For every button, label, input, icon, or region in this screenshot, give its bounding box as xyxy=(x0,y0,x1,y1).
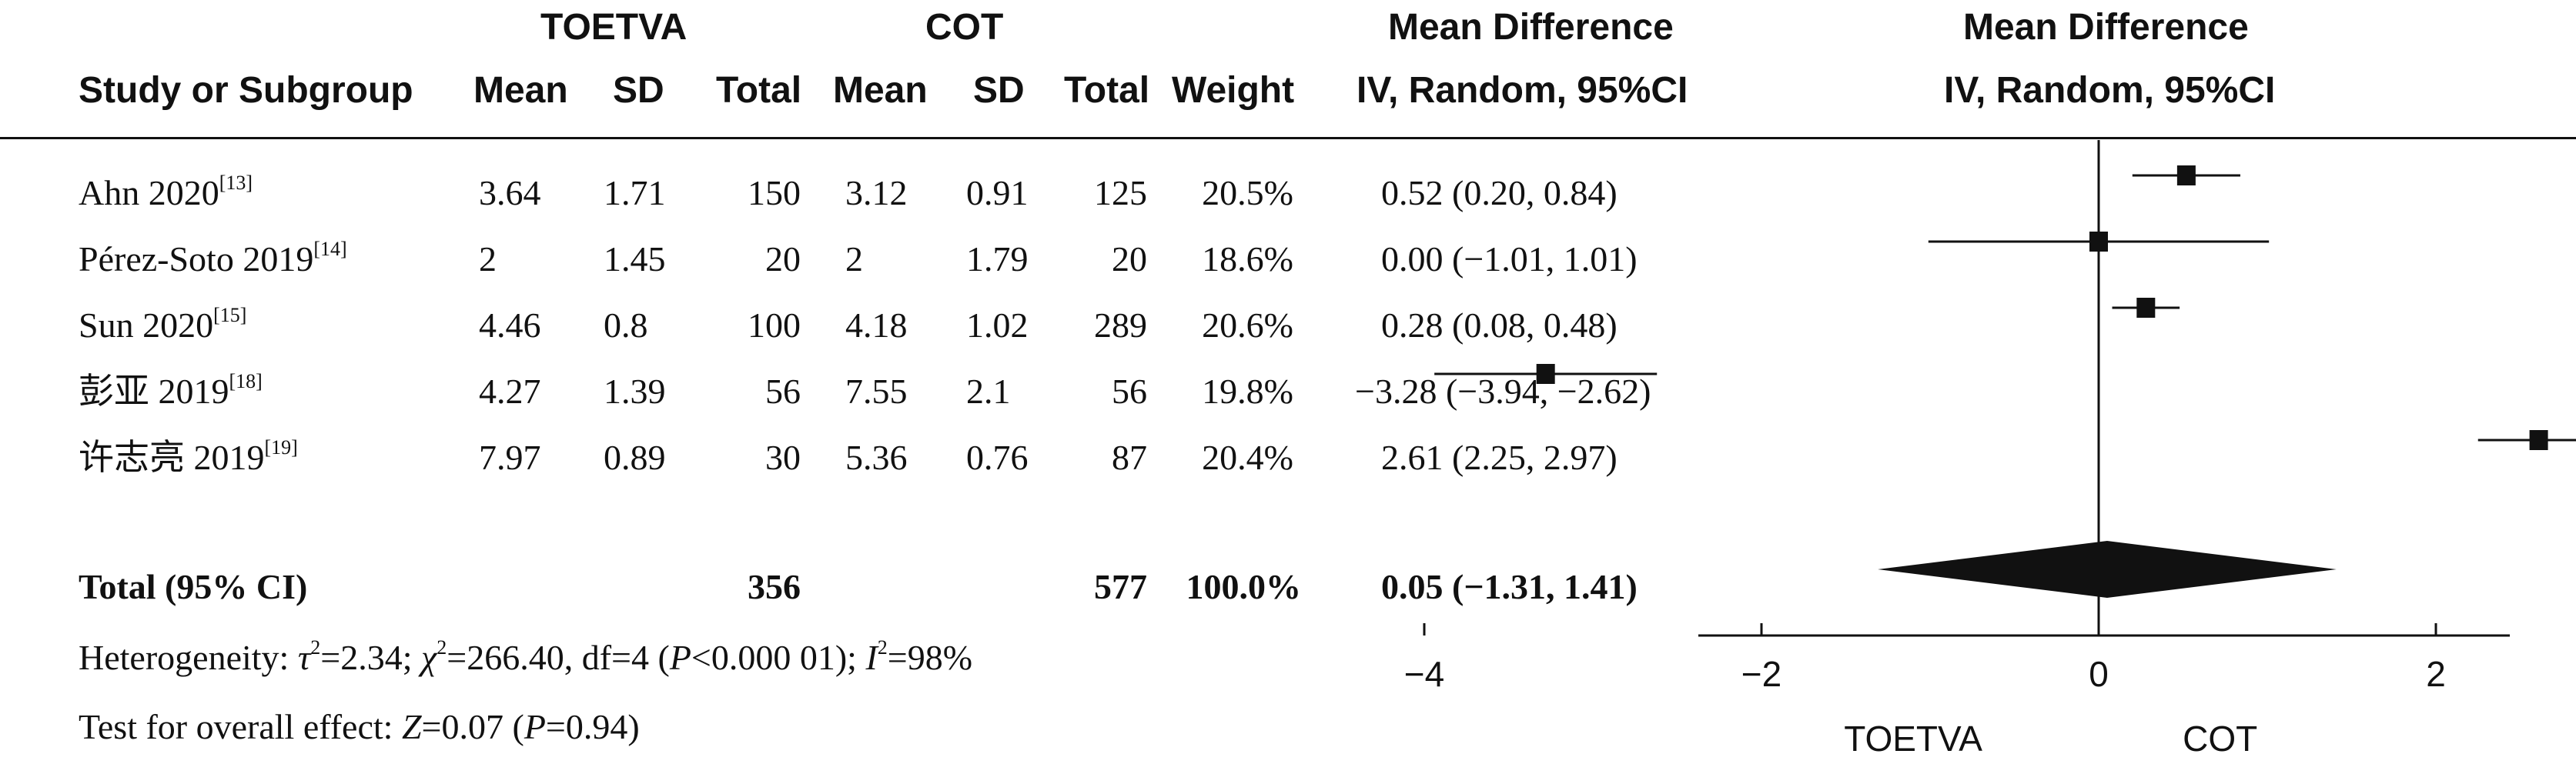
cot-mean: 5.36 xyxy=(845,438,908,477)
cot-sd: 1.79 xyxy=(966,239,1029,279)
cot-mean-header: Mean xyxy=(833,70,928,111)
cot-sd: 0.91 xyxy=(966,173,1029,212)
total-label: Total (95% CI) xyxy=(79,567,308,606)
ci-text: 0.52 (0.20, 0.84) xyxy=(1381,173,1618,212)
weight-value: 20.5% xyxy=(1202,173,1293,212)
total-weight: 100.0% xyxy=(1186,567,1302,606)
toetva-total-sum: 356 xyxy=(748,567,801,606)
cot-total: 289 xyxy=(1094,305,1147,345)
study-name: 彭亚 2019[18] xyxy=(79,370,263,411)
plot-column-title: Mean Difference xyxy=(1963,7,2249,48)
ci-text: 0.28 (0.08, 0.48) xyxy=(1381,305,1618,345)
cot-total: 20 xyxy=(1112,239,1147,279)
cot-total-sum: 577 xyxy=(1094,567,1147,606)
toetva-mean: 2 xyxy=(479,239,497,279)
study-name: Pérez-Soto 2019[14] xyxy=(79,238,347,279)
cot-sd: 0.76 xyxy=(966,438,1029,477)
cot-total: 56 xyxy=(1112,372,1147,411)
ci-text: 0.00 (−1.01, 1.01) xyxy=(1381,239,1638,279)
pooled-diamond xyxy=(1878,541,2337,598)
overall-effect-text: Test for overall effect: Z=0.07 (P=0.94) xyxy=(79,707,640,746)
toetva-mean: 4.46 xyxy=(479,305,541,345)
group-header-cot: COT xyxy=(925,7,1004,48)
x-tick-label: −2 xyxy=(1741,654,1781,694)
cot-total-header: Total xyxy=(1064,70,1150,111)
header-rule xyxy=(0,137,2576,139)
point-estimate xyxy=(1536,364,1555,384)
toetva-sd: 1.71 xyxy=(604,173,666,212)
study-name: Sun 2020[15] xyxy=(79,304,247,345)
ci-text: 2.61 (2.25, 2.97) xyxy=(1381,438,1618,477)
point-estimate xyxy=(2136,298,2156,318)
pooled-ci-text: 0.05 (−1.31, 1.41) xyxy=(1381,567,1638,606)
study-name: 许志亮 2019[19] xyxy=(79,436,298,477)
toetva-sd: 0.8 xyxy=(604,305,648,345)
ci-text: −3.28 (−3.94, −2.62) xyxy=(1355,372,1651,411)
toetva-mean: 7.97 xyxy=(479,438,541,477)
point-estimate xyxy=(2176,165,2196,185)
favours-left-label: TOETVA xyxy=(1844,719,1982,759)
plot-method-header: IV, Random, 95%CI xyxy=(1944,70,2276,111)
toetva-sd: 0.89 xyxy=(604,438,666,477)
toetva-sd: 1.39 xyxy=(604,372,666,411)
study-column-header: Study or Subgroup xyxy=(79,70,413,111)
group-header-toetva: TOETVA xyxy=(540,7,687,48)
cot-total: 87 xyxy=(1112,438,1147,477)
toetva-mean-header: Mean xyxy=(473,70,568,111)
md-column-title: Mean Difference xyxy=(1388,7,1674,48)
cot-mean: 3.12 xyxy=(845,173,908,212)
study-name: Ahn 2020[13] xyxy=(79,172,253,212)
toetva-mean: 3.64 xyxy=(479,173,541,212)
toetva-mean: 4.27 xyxy=(479,372,541,411)
cot-total: 125 xyxy=(1094,173,1147,212)
toetva-total: 20 xyxy=(765,239,801,279)
toetva-total: 56 xyxy=(765,372,801,411)
cot-sd-header: SD xyxy=(973,70,1025,111)
x-tick-label: 0 xyxy=(2089,654,2109,694)
weight-header: Weight xyxy=(1172,70,1295,111)
weight-value: 19.8% xyxy=(1202,372,1293,411)
weight-value: 20.4% xyxy=(1202,438,1293,477)
weight-value: 20.6% xyxy=(1202,305,1293,345)
point-estimate xyxy=(2089,232,2108,252)
md-method-header: IV, Random, 95%CI xyxy=(1357,70,1688,111)
cot-sd: 2.1 xyxy=(966,372,1011,411)
x-tick-label: −4 xyxy=(1404,654,1444,694)
weight-value: 18.6% xyxy=(1202,239,1293,279)
favours-right-label: COT xyxy=(2183,719,2257,759)
toetva-total-header: Total xyxy=(716,70,802,111)
point-estimate xyxy=(2529,430,2548,450)
cot-sd: 1.02 xyxy=(966,305,1029,345)
cot-mean: 2 xyxy=(845,239,863,279)
cot-mean: 4.18 xyxy=(845,305,908,345)
x-tick-label: 2 xyxy=(2426,654,2446,694)
toetva-total: 30 xyxy=(765,438,801,477)
toetva-sd-header: SD xyxy=(613,70,664,111)
toetva-sd: 1.45 xyxy=(604,239,666,279)
toetva-total: 150 xyxy=(748,173,801,212)
heterogeneity-text: Heterogeneity: τ2=2.34; χ2=266.40, df=4 … xyxy=(79,636,973,677)
cot-mean: 7.55 xyxy=(845,372,908,411)
toetva-total: 100 xyxy=(748,305,801,345)
